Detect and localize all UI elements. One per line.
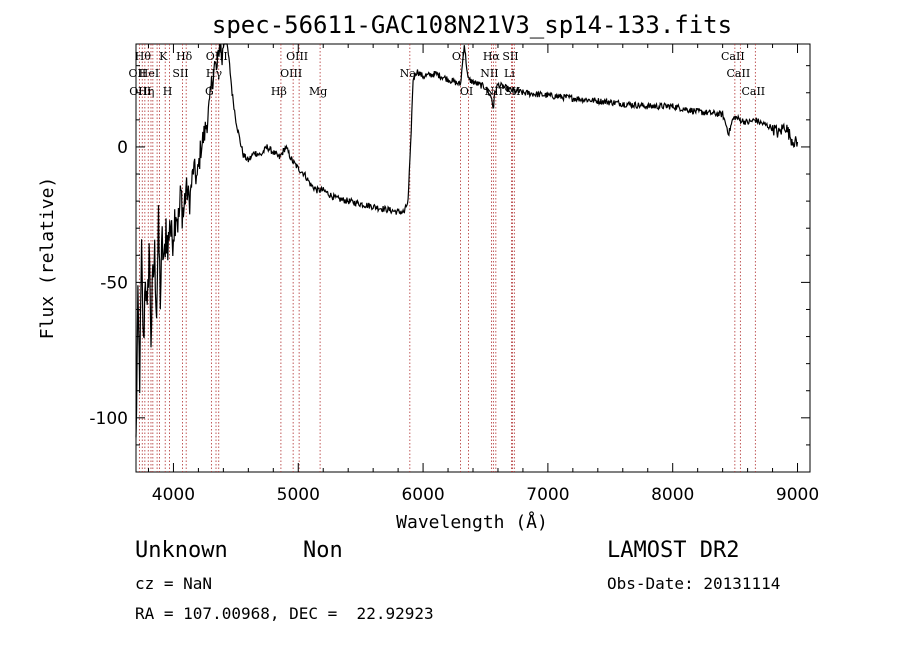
y-axis-label: Flux (relative): [37, 177, 58, 340]
line-label-21: OI: [460, 85, 473, 98]
line-label-8: K: [159, 50, 168, 63]
x-tick-label-5: 9000: [776, 485, 819, 505]
line-label-18: Mg: [309, 85, 327, 98]
line-label-25: Li: [504, 67, 515, 80]
x-tick-label-1: 5000: [277, 485, 320, 505]
line-label-16: OIII: [280, 67, 302, 80]
line-label-23: Hα: [483, 50, 501, 63]
x-tick-label-2: 6000: [401, 485, 444, 505]
line-label-4: HeI: [139, 67, 159, 80]
line-label-12: G: [205, 85, 214, 98]
y-tick-label-1: -50: [100, 273, 128, 293]
survey-name: LAMOST DR2: [607, 538, 740, 563]
obs-date: Obs-Date: 20131114: [607, 574, 781, 593]
line-label-22: NII: [480, 67, 498, 80]
ra-dec-coords: RA = 107.00968, DEC = 22.92923: [135, 604, 434, 623]
line-label-28: CaII: [721, 50, 745, 63]
x-axis-label: Wavelength (Å): [396, 511, 548, 533]
line-label-17: OIII: [286, 50, 308, 63]
line-label-9: H: [163, 85, 173, 98]
x-tick-label-3: 7000: [526, 485, 569, 505]
line-label-29: CaII: [727, 67, 751, 80]
emission-line-labels: OIIOIIIHθHηHeIKHSIIHδGHγOIIIHβOIIIOIIIMg…: [129, 50, 766, 98]
line-label-20: OI: [452, 50, 465, 63]
object-subclass: Non: [303, 538, 343, 563]
chart-title: spec-56611-GAC108N21V3_sp14-133.fits: [212, 11, 732, 39]
object-class: Unknown: [135, 538, 228, 563]
plot-frame: [135, 43, 811, 473]
line-label-2: Hθ: [135, 50, 152, 63]
line-label-1: OIII: [129, 85, 151, 98]
redshift-cz: cz = NaN: [135, 574, 213, 593]
line-label-11: Hδ: [176, 50, 193, 63]
line-label-14: OIII: [206, 50, 228, 63]
y-axis: -100 -50 0: [89, 65, 810, 446]
y-tick-label-0: -100: [89, 409, 128, 429]
line-label-15: Hβ: [271, 85, 287, 98]
y-tick-label-2: 0: [117, 138, 128, 158]
line-label-26: SII: [502, 50, 518, 63]
line-label-0: OII: [129, 67, 147, 80]
line-label-3: Hη: [138, 85, 154, 98]
line-label-30: CaII: [741, 85, 765, 98]
emission-lines: [138, 44, 756, 472]
line-label-19: Na: [400, 67, 417, 80]
line-label-10: SII: [172, 67, 188, 80]
x-axis: 4000 5000 6000 7000 8000 9000: [147, 44, 819, 505]
spectrum-series-line: [135, 43, 799, 438]
x-tick-label-4: 8000: [651, 485, 694, 505]
x-tick-label-0: 4000: [152, 485, 195, 505]
